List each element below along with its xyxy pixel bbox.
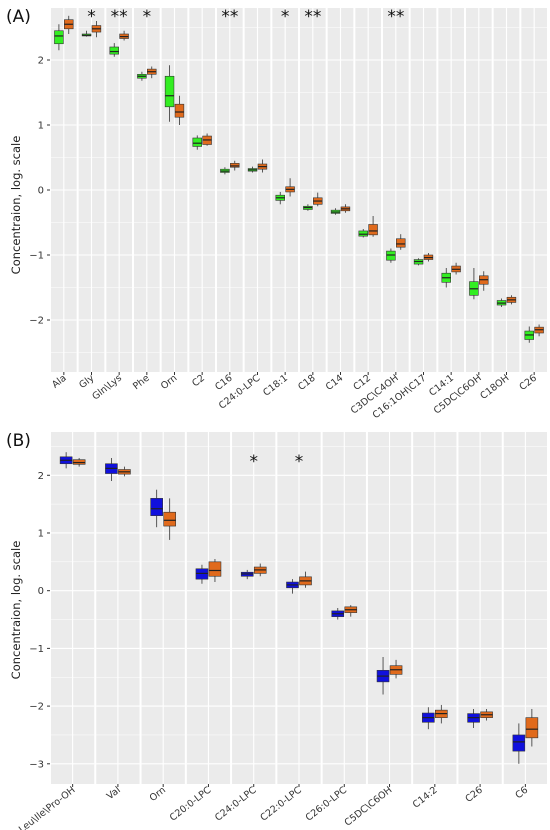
panel-b-y-tick-label: 1 (38, 528, 44, 539)
panel-a-category-label: Gln\Lys (90, 373, 124, 403)
panel-a-label: (A) (6, 7, 31, 27)
panel-b-category-label: Val (105, 785, 123, 802)
panel-b-category-label: C5DC\C6OH (343, 785, 395, 829)
panel-b-box-group-1 (150, 498, 163, 516)
panel-a-category-label: C18:1 (261, 373, 290, 399)
panel-a-significance-marker: ** (111, 7, 128, 27)
panel-b-y-tick-label: −2 (29, 702, 44, 713)
panel-a-y-tick-label: −1 (29, 251, 44, 262)
panel-b-category-label: C22:0-LPC (258, 784, 304, 823)
panel-b-category-label: C14:2 (411, 785, 440, 811)
panel-a-category-label: Orn (159, 373, 179, 392)
panel-b-y-tick-label: −3 (29, 759, 44, 770)
panel-a-significance-marker: * (87, 7, 96, 27)
panel-b-label: (B) (6, 431, 31, 451)
panel-b-category-label: Orn (148, 785, 168, 804)
panel-a-box-group-1 (358, 230, 368, 237)
panel-b-y-tick-label: 0 (38, 586, 44, 597)
panel-a-box-group-1 (109, 46, 119, 55)
panel-a-box-group-1 (54, 30, 64, 45)
panel-a-category-label: C12 (351, 373, 373, 393)
panel-a-significance-marker: ** (387, 7, 404, 27)
panel-a-significance-marker: * (281, 7, 290, 27)
panel-b-category-label: C24:0-LPC (213, 784, 259, 823)
panel-a-box-group-2 (396, 238, 406, 248)
panel-b-category-label: C26 (463, 785, 485, 805)
panel-b: (B) Concentraion, log. scale −3 −2 −1 0 1 2 Le… (6, 431, 547, 830)
panel-a-significance-marker: ** (221, 7, 238, 27)
panel-a-box-group-2 (174, 103, 185, 118)
panel-a-y-tick-label: 1 (38, 121, 44, 132)
panel-b-box-group-2 (208, 561, 222, 577)
panel-a-y-tick-label: 2 (38, 56, 44, 67)
panel-b-significance-marker: * (249, 452, 258, 472)
panel-b-significance-marker: * (295, 452, 304, 472)
panel-a-category-label: C18OH (478, 373, 511, 402)
panel-a-box-group-1 (164, 75, 175, 108)
panel-a-category-label: Phe (131, 373, 152, 393)
panel-b-y-tick-label: −1 (29, 644, 44, 655)
panel-a-category-label: Gly (77, 372, 96, 391)
panel-b-category-label: C6 (513, 785, 530, 801)
panel-a-significance-marker: * (143, 7, 152, 27)
panel-a-y-tick-label: −2 (29, 316, 44, 327)
panel-a-box-group-2 (230, 163, 240, 168)
panel-a-category-label: C18 (296, 373, 318, 393)
panel-a-category-label: C16 (213, 373, 235, 393)
panel-a-category-label: C26 (517, 373, 539, 393)
panel-a-category-label: C14 (324, 373, 346, 393)
panel-a-significance-marker: ** (304, 7, 321, 27)
panel-b-category-label: C26:0-LPC (304, 784, 350, 823)
panel-b-category-label: Leu\Ile\Pro-OH (17, 785, 78, 830)
panel-b-box-group-1 (512, 734, 526, 752)
panel-b-box-group-2 (163, 511, 176, 527)
panel-a-category-label: Ala (50, 373, 69, 391)
panel-b-box-group-2 (525, 717, 539, 739)
panel-b-category-label: C20:0-LPC (168, 784, 214, 823)
panel-a: (A) Concentraion, log. scale −2 −1 0 1 2 Ala G… (6, 7, 547, 421)
panel-a-box-group-2 (368, 224, 378, 236)
panel-a-box-group-1 (192, 137, 202, 147)
panel-a-y-axis-label: Concentraion, log. scale (9, 136, 23, 275)
panel-b-y-tick-label: 2 (38, 471, 44, 482)
panel-b-y-axis-label: Concentraion, log. scale (9, 541, 23, 680)
panel-a-y-tick-label: 0 (38, 186, 44, 197)
panel-a-box-group-1 (386, 250, 396, 261)
panel-a-category-label: C2 (190, 373, 207, 389)
